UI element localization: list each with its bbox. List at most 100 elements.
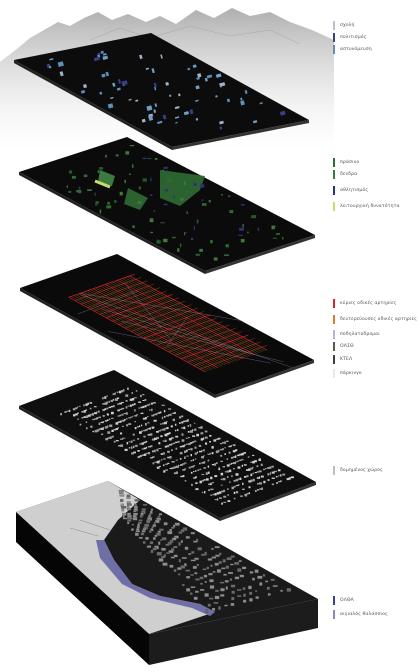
street-line bbox=[124, 304, 192, 329]
street-line bbox=[107, 283, 246, 359]
legend-label: αστυνόμευση bbox=[340, 46, 372, 52]
base-block bbox=[150, 549, 154, 554]
built-block bbox=[124, 448, 128, 451]
base-block bbox=[173, 569, 177, 573]
base-block bbox=[197, 547, 203, 551]
built-block bbox=[235, 485, 239, 487]
facility-block bbox=[195, 117, 199, 121]
built-block bbox=[233, 491, 236, 494]
built-block bbox=[280, 480, 282, 482]
base-block bbox=[185, 535, 190, 539]
built-block bbox=[109, 418, 111, 420]
base-block bbox=[126, 503, 132, 506]
green-block bbox=[185, 232, 187, 234]
legend-item-main-roads: κύριες οδικές αρτηρίες bbox=[333, 298, 396, 308]
built-block bbox=[199, 462, 201, 465]
built-block bbox=[130, 440, 133, 443]
facility-block bbox=[175, 121, 178, 124]
built-block bbox=[239, 459, 242, 461]
built-block bbox=[111, 429, 114, 432]
built-block bbox=[164, 439, 167, 442]
built-block bbox=[219, 443, 223, 445]
built-block bbox=[237, 460, 240, 462]
built-block bbox=[265, 468, 267, 470]
green-block bbox=[147, 158, 152, 160]
green-block bbox=[87, 189, 92, 191]
facility-block bbox=[139, 54, 143, 60]
built-block bbox=[131, 392, 133, 395]
base-block bbox=[173, 546, 178, 549]
built-block bbox=[94, 412, 98, 415]
green-block bbox=[282, 236, 284, 240]
built-block bbox=[93, 406, 97, 408]
built-block bbox=[106, 395, 108, 397]
facility-block bbox=[279, 110, 286, 116]
built-block bbox=[131, 398, 135, 401]
base-block bbox=[134, 499, 140, 502]
layer-facilities bbox=[14, 33, 309, 150]
base-block bbox=[163, 522, 168, 526]
built-block bbox=[102, 397, 104, 400]
built-block bbox=[115, 422, 119, 425]
built-block bbox=[102, 421, 105, 423]
street-line bbox=[168, 328, 236, 353]
base-block bbox=[137, 521, 142, 525]
facility-block bbox=[49, 58, 54, 61]
legend-item-ktel: ΚΤΕΛ bbox=[333, 354, 352, 364]
built-block bbox=[117, 415, 120, 417]
base-block bbox=[119, 492, 124, 494]
built-block bbox=[250, 479, 253, 482]
built-block bbox=[220, 460, 223, 462]
legend-item-bike-lanes: ποδηλατοδρομοι bbox=[333, 329, 380, 339]
built-block bbox=[190, 460, 193, 462]
built-block bbox=[237, 478, 241, 480]
legend-item-sports: αθλητισμός bbox=[333, 185, 368, 195]
facility-block bbox=[169, 94, 172, 98]
built-block bbox=[198, 444, 202, 447]
built-block bbox=[233, 468, 235, 470]
built-block bbox=[143, 447, 146, 450]
base-block bbox=[210, 564, 213, 567]
built-block bbox=[85, 415, 89, 418]
facility-block bbox=[107, 103, 114, 109]
built-block bbox=[120, 390, 124, 393]
built-block bbox=[237, 454, 240, 457]
base-block bbox=[204, 551, 208, 556]
built-block bbox=[107, 431, 111, 434]
built-block bbox=[189, 424, 192, 427]
built-block bbox=[166, 421, 168, 422]
built-block bbox=[79, 405, 81, 407]
base-block bbox=[239, 574, 245, 578]
built-block bbox=[229, 481, 231, 483]
green-block bbox=[95, 202, 98, 206]
base-block bbox=[177, 567, 182, 570]
built-block bbox=[96, 429, 100, 432]
facility-block bbox=[174, 105, 180, 110]
built-block bbox=[89, 407, 92, 410]
green-block bbox=[101, 175, 103, 178]
facility-block bbox=[121, 80, 128, 86]
built-block bbox=[246, 469, 249, 471]
built-block bbox=[201, 479, 204, 482]
built-block bbox=[252, 478, 255, 482]
base-block bbox=[145, 536, 149, 540]
base-block bbox=[149, 541, 154, 545]
built-block bbox=[135, 390, 138, 392]
base-block bbox=[205, 609, 209, 613]
built-block bbox=[106, 407, 109, 410]
street-grid bbox=[68, 273, 292, 373]
built-block bbox=[201, 450, 203, 452]
facility-block bbox=[219, 120, 224, 125]
built-block bbox=[210, 494, 212, 496]
built-block bbox=[90, 425, 93, 428]
built-block bbox=[138, 407, 141, 409]
built-block bbox=[85, 403, 88, 406]
built-block bbox=[271, 465, 274, 468]
built-block bbox=[144, 399, 147, 401]
built-block bbox=[184, 480, 187, 482]
base-block bbox=[153, 521, 157, 524]
built-block bbox=[87, 414, 91, 417]
built-block bbox=[247, 456, 250, 458]
built-block bbox=[162, 440, 166, 442]
street-line bbox=[149, 317, 217, 342]
